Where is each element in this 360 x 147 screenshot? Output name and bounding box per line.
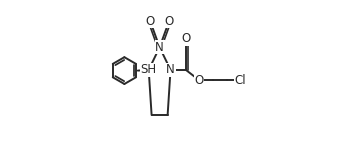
Text: Cl: Cl (235, 74, 246, 87)
Text: O: O (181, 32, 190, 45)
Text: SH: SH (141, 63, 157, 76)
Text: N: N (155, 41, 164, 54)
Text: O: O (194, 74, 203, 87)
Text: O: O (145, 15, 155, 28)
Text: N: N (166, 63, 175, 76)
Text: O: O (165, 15, 174, 28)
